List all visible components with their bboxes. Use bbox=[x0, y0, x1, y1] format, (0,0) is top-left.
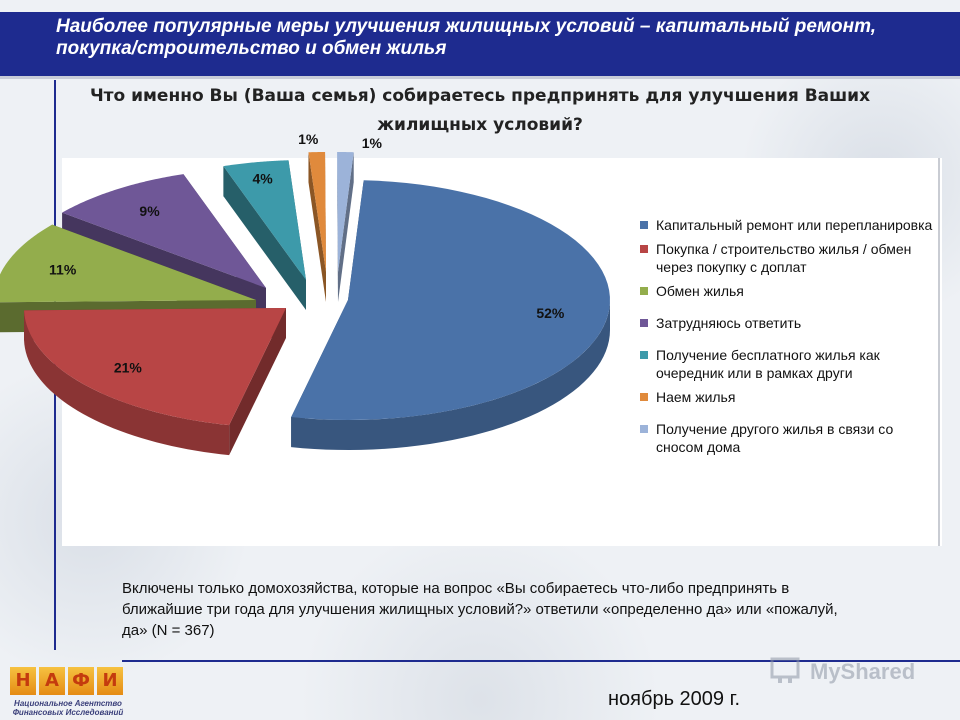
legend-swatch bbox=[640, 351, 648, 359]
pie-slices bbox=[0, 152, 610, 456]
legend-item: Затрудняюсь ответить bbox=[640, 314, 940, 332]
pie-slice bbox=[291, 180, 610, 450]
legend-swatch bbox=[640, 319, 648, 327]
chart-panel-edge bbox=[938, 158, 940, 546]
pie-slice-wall bbox=[337, 152, 338, 302]
pie-slice bbox=[337, 152, 354, 302]
presentation-icon bbox=[770, 657, 800, 683]
logo-letter: А bbox=[39, 667, 65, 695]
legend-item: Наем жилья bbox=[640, 388, 940, 406]
pie-slice bbox=[24, 308, 287, 456]
watermark-text: MyShared bbox=[810, 659, 916, 684]
legend-item: Обмен жилья bbox=[640, 282, 940, 300]
pie-slice-top bbox=[223, 160, 306, 280]
chart-legend: Капитальный ремонт или перепланировка Пок… bbox=[640, 216, 940, 456]
logo-letter: И bbox=[97, 667, 123, 695]
pie-slice-top bbox=[62, 174, 267, 288]
legend-swatch bbox=[640, 425, 648, 433]
footer-divider bbox=[122, 660, 960, 662]
nafi-logo: Н А Ф И Национальное Агентство Финансовы… bbox=[8, 655, 128, 720]
pie-data-label: 21% bbox=[114, 359, 143, 375]
pie-data-label: 9% bbox=[139, 203, 160, 219]
header-bar bbox=[0, 12, 960, 76]
legend-label: Получение другого жилья в связи со сносо… bbox=[656, 421, 894, 455]
legend-label: Обмен жилья bbox=[656, 283, 744, 299]
pie-data-label: 11% bbox=[49, 262, 77, 278]
pie-slice-top bbox=[291, 180, 610, 420]
legend-label: Наем жилья bbox=[656, 389, 736, 405]
pie-slice-top bbox=[24, 308, 287, 426]
header-divider bbox=[0, 76, 960, 79]
pie-slice-top bbox=[308, 152, 326, 272]
legend-item: Капитальный ремонт или перепланировка bbox=[640, 216, 940, 234]
watermark: MyShared bbox=[770, 655, 950, 689]
legend-label: Получение бесплатного жилья как очередни… bbox=[656, 347, 880, 381]
pie-slice-top bbox=[0, 224, 256, 303]
pie-slice-wall bbox=[338, 152, 354, 302]
pie-data-label: 1% bbox=[362, 135, 383, 151]
pie-slice-top bbox=[337, 152, 354, 272]
sample-note: Включены только домохозяйства, которые н… bbox=[122, 580, 838, 639]
pie-slice-wall bbox=[308, 152, 326, 302]
pie-slice-side bbox=[291, 300, 610, 450]
pie-data-label: 4% bbox=[252, 171, 273, 187]
pie-slice bbox=[308, 152, 326, 302]
legend-item: Покупка / строительство жилья / обмен че… bbox=[640, 240, 940, 276]
legend-swatch bbox=[640, 393, 648, 401]
pie-slice bbox=[223, 160, 306, 310]
pie-slice-side bbox=[24, 310, 230, 456]
pie-data-label: 1% bbox=[298, 131, 319, 147]
pie-data-label: 52% bbox=[536, 305, 565, 321]
slide-title: Наиболее популярные меры улучшения жилищ… bbox=[56, 16, 877, 59]
legend-label: Затрудняюсь ответить bbox=[656, 315, 802, 331]
logo-letter: Н bbox=[10, 667, 36, 695]
logo-letter: Ф bbox=[68, 667, 94, 695]
legend-label: Капитальный ремонт или перепланировка bbox=[656, 217, 933, 233]
pie-slice-wall bbox=[229, 308, 286, 456]
legend-swatch bbox=[640, 287, 648, 295]
logo-subtitle: Национальное Агентство Финансовых Исслед… bbox=[12, 699, 124, 717]
legend-item: Получение другого жилья в связи со сносо… bbox=[640, 420, 940, 456]
survey-question: Что именно Вы (Ваша семья) собираетесь п… bbox=[89, 86, 871, 135]
report-date: ноябрь 2009 г. bbox=[608, 688, 741, 710]
pie-slice-wall bbox=[223, 166, 306, 310]
legend-swatch bbox=[640, 245, 648, 253]
legend-item: Получение бесплатного жилья как очередни… bbox=[640, 346, 940, 382]
legend-swatch bbox=[640, 221, 648, 229]
legend-label: Покупка / строительство жилья / обмен че… bbox=[656, 241, 912, 275]
